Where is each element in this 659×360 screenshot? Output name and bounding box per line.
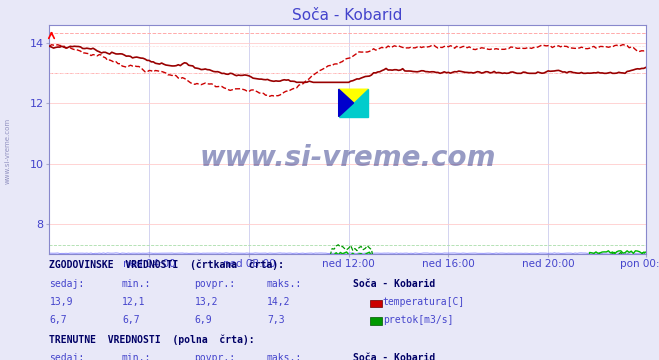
Text: 7,3: 7,3 — [267, 315, 285, 325]
Polygon shape — [339, 89, 368, 117]
Polygon shape — [339, 89, 368, 117]
Polygon shape — [339, 89, 354, 117]
Text: pretok[m3/s]: pretok[m3/s] — [383, 315, 453, 325]
Text: ZGODOVINSKE  VREDNOSTI  (črtkana  črta):: ZGODOVINSKE VREDNOSTI (črtkana črta): — [49, 260, 285, 270]
Text: 12,1: 12,1 — [122, 297, 146, 307]
Text: Soča - Kobarid: Soča - Kobarid — [353, 279, 435, 289]
Text: Soča - Kobarid: Soča - Kobarid — [353, 353, 435, 360]
Text: TRENUTNE  VREDNOSTI  (polna  črta):: TRENUTNE VREDNOSTI (polna črta): — [49, 334, 255, 345]
Text: maks.:: maks.: — [267, 353, 302, 360]
Text: min.:: min.: — [122, 353, 152, 360]
Text: www.si-vreme.com: www.si-vreme.com — [5, 118, 11, 184]
Text: sedaj:: sedaj: — [49, 279, 84, 289]
Text: maks.:: maks.: — [267, 279, 302, 289]
Text: povpr.:: povpr.: — [194, 353, 235, 360]
Text: 13,9: 13,9 — [49, 297, 73, 307]
Text: sedaj:: sedaj: — [49, 353, 84, 360]
Text: temperatura[C]: temperatura[C] — [383, 297, 465, 307]
Text: min.:: min.: — [122, 279, 152, 289]
Text: 6,7: 6,7 — [122, 315, 140, 325]
Text: 6,9: 6,9 — [194, 315, 212, 325]
Text: 13,2: 13,2 — [194, 297, 218, 307]
Text: povpr.:: povpr.: — [194, 279, 235, 289]
Text: www.si-vreme.com: www.si-vreme.com — [200, 144, 496, 172]
Text: 14,2: 14,2 — [267, 297, 291, 307]
Title: Soča - Kobarid: Soča - Kobarid — [293, 8, 403, 23]
Text: 6,7: 6,7 — [49, 315, 67, 325]
